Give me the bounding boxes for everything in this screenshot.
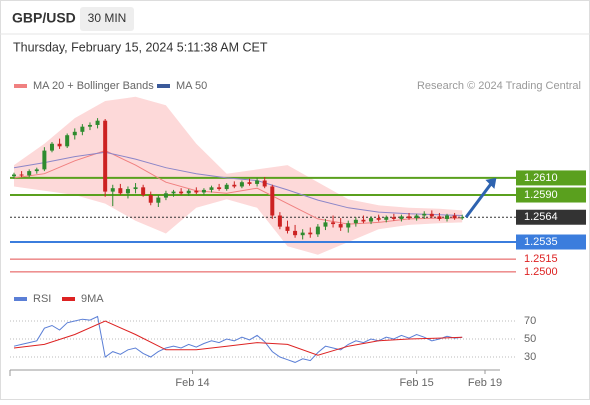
candle-body xyxy=(194,190,199,193)
x-tick-label: Feb 15 xyxy=(400,377,434,389)
candle-body xyxy=(346,223,351,228)
y-tick-label: 50 xyxy=(524,333,536,345)
level-label: 1.2500 xyxy=(524,266,558,278)
candle-body xyxy=(460,217,465,219)
indicator-line xyxy=(13,320,463,356)
ma-line xyxy=(13,151,463,216)
interval-badge xyxy=(80,7,134,31)
interval: 30 MIN xyxy=(88,11,127,25)
candle-body xyxy=(171,191,176,194)
candle-body xyxy=(133,187,138,190)
candle-body xyxy=(399,216,404,219)
candle-body xyxy=(224,184,229,190)
candle-body xyxy=(156,197,161,203)
candle-body xyxy=(42,150,47,170)
candle-body xyxy=(217,187,222,190)
level-label: 1.2535 xyxy=(524,236,558,248)
candle-body xyxy=(376,218,381,220)
candle-body xyxy=(87,124,92,127)
x-tick-label: Feb 14 xyxy=(175,377,209,389)
candle-body xyxy=(179,191,184,194)
candle-body xyxy=(95,120,100,125)
legend-label: MA 20 + Bollinger Bands xyxy=(33,80,154,92)
candle-body xyxy=(65,135,70,147)
candle-body xyxy=(57,143,62,147)
x-tick-label: Feb 19 xyxy=(468,377,502,389)
candle-body xyxy=(338,224,343,228)
level-box xyxy=(516,170,586,186)
candle-body xyxy=(27,171,32,176)
legend-swatch xyxy=(14,297,27,301)
candle-body xyxy=(247,182,252,184)
candle-body xyxy=(353,219,358,224)
candle-body xyxy=(110,188,115,192)
candle-body xyxy=(315,226,320,235)
y-tick-label: 70 xyxy=(524,315,536,327)
candle-body xyxy=(270,186,275,216)
y-tick-label: 30 xyxy=(524,351,536,363)
candle-body xyxy=(452,215,457,219)
candle-body xyxy=(201,189,206,193)
level-label: 1.2515 xyxy=(524,253,558,265)
candle-body xyxy=(407,216,412,219)
legend-swatch xyxy=(14,84,27,88)
candle-body xyxy=(300,232,305,236)
indicator-line xyxy=(13,315,463,363)
candle-body xyxy=(384,217,389,220)
level-label: 1.2590 xyxy=(524,189,558,201)
timestamp: Thursday, February 15, 2024 5:11:38 AM C… xyxy=(13,40,268,54)
legend-label: RSI xyxy=(33,293,51,305)
candle-body xyxy=(239,182,244,187)
candle-body xyxy=(255,180,260,184)
candle-body xyxy=(369,218,374,222)
forecast-arrow xyxy=(464,181,494,219)
candle-body xyxy=(361,219,366,222)
level-label: 1.2564 xyxy=(524,211,558,223)
level-label: 1.2610 xyxy=(524,172,558,184)
candle-body xyxy=(262,180,267,187)
candle-body xyxy=(34,169,39,172)
candle-body xyxy=(323,222,328,227)
candle-body xyxy=(209,187,214,190)
candle-body xyxy=(285,226,290,231)
candle-body xyxy=(103,120,108,192)
candle-body xyxy=(331,222,336,225)
candle-body xyxy=(49,143,54,151)
legend-swatch xyxy=(62,297,75,301)
candle-body xyxy=(72,131,77,136)
symbol: GBP/USD xyxy=(12,10,76,26)
level-box xyxy=(516,187,586,203)
candle-body xyxy=(125,189,130,194)
bollinger-band xyxy=(14,96,463,255)
candle-body xyxy=(414,215,419,219)
candle-body xyxy=(277,215,282,227)
candle-body xyxy=(293,230,298,236)
candle-body xyxy=(148,195,153,203)
candle-body xyxy=(163,193,168,198)
candle-body xyxy=(232,184,237,187)
candle-body xyxy=(80,126,85,132)
candle-body xyxy=(19,174,24,176)
candle-body xyxy=(437,216,442,219)
candle-body xyxy=(429,213,434,217)
candle-body xyxy=(186,190,191,194)
level-box xyxy=(516,209,586,225)
level-box xyxy=(516,234,586,250)
candle-body xyxy=(141,187,146,196)
candle-body xyxy=(118,188,123,194)
legend-label: 9MA xyxy=(81,293,104,305)
candle-body xyxy=(445,215,450,219)
credit: Research © 2024 Trading Central xyxy=(417,80,581,92)
legend-label: MA 50 xyxy=(176,80,207,92)
candle-body xyxy=(12,174,16,177)
candle-body xyxy=(422,213,427,216)
candle-body xyxy=(308,232,313,235)
legend-swatch xyxy=(157,84,170,88)
candle-body xyxy=(391,217,396,219)
arrow-head xyxy=(485,177,497,189)
